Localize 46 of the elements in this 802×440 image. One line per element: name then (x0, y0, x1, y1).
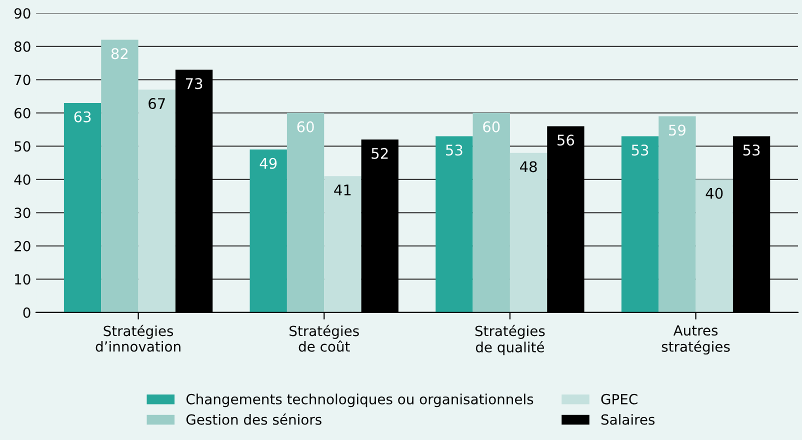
data-label: 41 (334, 184, 351, 196)
bar (250, 150, 287, 312)
bar (696, 179, 733, 312)
data-label: 53 (632, 144, 648, 156)
data-label: 82 (111, 48, 128, 60)
data-label: 67 (148, 98, 165, 110)
legend-label: Changements technologiques ou organisationnels (186, 394, 534, 408)
y-tick-label: 90 (14, 8, 30, 19)
bar (324, 176, 362, 312)
data-label: 60 (483, 121, 500, 132)
y-tick-label: 0 (23, 307, 30, 318)
x-tick-label: Stratégies d’innovation (96, 324, 180, 352)
data-label: 73 (186, 78, 202, 90)
legend-label: Salaires (601, 414, 655, 425)
x-tick-label: Autres stratégies (662, 325, 730, 355)
bar (286, 112, 324, 312)
bar (621, 136, 659, 312)
bar (510, 152, 548, 312)
legend-label: Gestion des séniors (186, 414, 322, 425)
bar (138, 90, 176, 312)
bar (436, 136, 473, 312)
data-label: 56 (558, 134, 574, 146)
y-tick-label: 70 (14, 74, 30, 86)
y-tick-label: 30 (14, 208, 30, 218)
x-tick-label: Stratégies de coût (290, 324, 359, 352)
data-label: 53 (446, 144, 462, 156)
y-tick-label: 60 (14, 108, 30, 118)
data-label: 53 (743, 144, 760, 156)
data-label: 60 (297, 121, 314, 132)
data-label: 59 (669, 124, 686, 136)
bar (472, 112, 510, 312)
x-tick-label: Stratégies de qualité (475, 324, 545, 356)
bar (101, 40, 138, 312)
data-label: 48 (520, 161, 537, 172)
data-label: 52 (372, 148, 388, 159)
data-label: 49 (260, 158, 277, 169)
y-tick-label: 10 (15, 274, 30, 285)
y-tick-label: 40 (14, 174, 30, 185)
legend-label: GPEC (601, 394, 638, 404)
data-label: 63 (74, 111, 91, 122)
bar (64, 102, 102, 312)
y-tick-label: 50 (14, 141, 30, 152)
data-label: 40 (706, 188, 723, 199)
y-tick-label: 20 (14, 240, 30, 252)
y-tick-label: 80 (14, 41, 30, 52)
bar (658, 116, 696, 312)
